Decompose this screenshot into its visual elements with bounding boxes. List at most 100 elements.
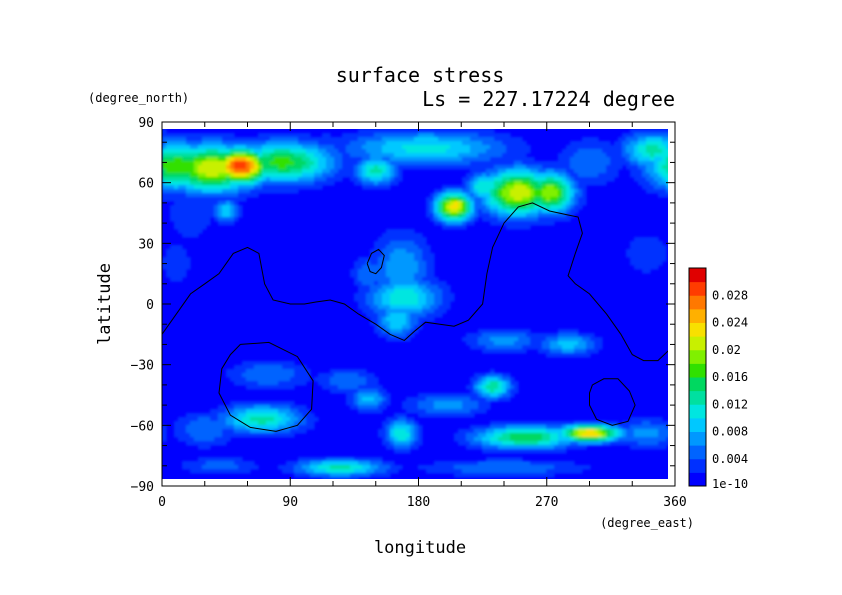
heatmap-cell — [206, 441, 211, 446]
heatmap-cell — [558, 169, 563, 174]
heatmap-cell — [522, 145, 527, 150]
heatmap-cell — [246, 189, 251, 194]
heatmap-cell — [354, 389, 359, 394]
heatmap-cell — [494, 441, 499, 446]
colorbar-segment — [689, 349, 706, 364]
heatmap-cell — [178, 249, 183, 254]
heatmap-cell — [178, 429, 183, 434]
heatmap-cell — [538, 473, 543, 478]
heatmap-cell — [638, 161, 643, 166]
heatmap-cell — [454, 161, 459, 166]
heatmap-cell — [426, 301, 431, 306]
heatmap-cell — [366, 465, 371, 470]
heatmap-cell — [218, 177, 223, 182]
heatmap-cell — [162, 165, 167, 170]
heatmap-cell — [394, 157, 399, 162]
heatmap-cell — [214, 465, 219, 470]
heatmap-cell — [478, 445, 483, 450]
heatmap-cell — [506, 173, 511, 178]
heatmap-cell — [206, 421, 211, 426]
heatmap-cell — [410, 233, 415, 238]
heatmap-cell — [178, 421, 183, 426]
heatmap-cell — [570, 209, 575, 214]
heatmap-cell — [530, 421, 535, 426]
heatmap-cell — [442, 193, 447, 198]
heatmap-cell — [214, 153, 219, 158]
heatmap-cell — [266, 145, 271, 150]
heatmap-cell — [566, 341, 571, 346]
heatmap-cell — [382, 173, 387, 178]
heatmap-cell — [238, 213, 243, 218]
heatmap-cell — [210, 189, 215, 194]
heatmap-cell — [230, 405, 235, 410]
heatmap-cell — [394, 325, 399, 330]
heatmap-cell — [642, 429, 647, 434]
colorbar-segment — [689, 445, 706, 460]
heatmap-cell — [294, 133, 299, 138]
heatmap-cell — [558, 429, 563, 434]
heatmap-cell — [614, 149, 619, 154]
heatmap-cell — [506, 165, 511, 170]
heatmap-cell — [238, 429, 243, 434]
heatmap-cell — [174, 213, 179, 218]
heatmap-cell — [494, 213, 499, 218]
heatmap-cell — [522, 193, 527, 198]
heatmap-cell — [250, 365, 255, 370]
heatmap-cell — [230, 221, 235, 226]
heatmap-cell — [238, 433, 243, 438]
heatmap-cell — [418, 257, 423, 262]
heatmap-cell — [506, 205, 511, 210]
heatmap-cell — [330, 457, 335, 462]
heatmap-cell — [190, 173, 195, 178]
heatmap-cell — [578, 437, 583, 442]
heatmap-cell — [398, 313, 403, 318]
heatmap-cell — [546, 465, 551, 470]
heatmap-cell — [182, 249, 187, 254]
heatmap-cell — [562, 445, 567, 450]
heatmap-cell — [422, 413, 427, 418]
heatmap-cell — [210, 145, 215, 150]
heatmap-cell — [450, 209, 455, 214]
heatmap-cell — [234, 409, 239, 414]
heatmap-cell — [574, 185, 579, 190]
heatmap-cell — [446, 137, 451, 142]
heatmap-cell — [534, 433, 539, 438]
heatmap-cell — [254, 157, 259, 162]
heatmap-cell — [358, 377, 363, 382]
heatmap-cell — [406, 337, 411, 342]
heatmap-cell — [570, 181, 575, 186]
heatmap-cell — [478, 213, 483, 218]
heatmap-cell — [414, 153, 419, 158]
heatmap-cell — [382, 137, 387, 142]
heatmap-cell — [578, 337, 583, 342]
heatmap-cell — [466, 337, 471, 342]
heatmap-cell — [330, 149, 335, 154]
heatmap-cell — [606, 441, 611, 446]
colorbar-label: 0.02 — [712, 343, 741, 357]
heatmap-cell — [462, 205, 467, 210]
heatmap-cell — [274, 165, 279, 170]
heatmap-cell — [490, 377, 495, 382]
heatmap-cell — [242, 417, 247, 422]
heatmap-cell — [634, 173, 639, 178]
heatmap-cell — [354, 149, 359, 154]
heatmap-cell — [406, 425, 411, 430]
heatmap-cell — [534, 345, 539, 350]
heatmap-cell — [418, 413, 423, 418]
heatmap-cell — [210, 413, 215, 418]
heatmap-cell — [646, 269, 651, 274]
heatmap-cell — [410, 145, 415, 150]
heatmap-cell — [594, 169, 599, 174]
heatmap-cell — [186, 169, 191, 174]
heatmap-cell — [558, 329, 563, 334]
heatmap-cell — [262, 177, 267, 182]
heatmap-cell — [398, 149, 403, 154]
heatmap-cell — [514, 153, 519, 158]
heatmap-cell — [502, 161, 507, 166]
heatmap-cell — [386, 297, 391, 302]
heatmap-cell — [258, 153, 263, 158]
heatmap-cell — [298, 381, 303, 386]
heatmap-cell — [606, 429, 611, 434]
heatmap-cell — [414, 309, 419, 314]
heatmap-cell — [554, 333, 559, 338]
